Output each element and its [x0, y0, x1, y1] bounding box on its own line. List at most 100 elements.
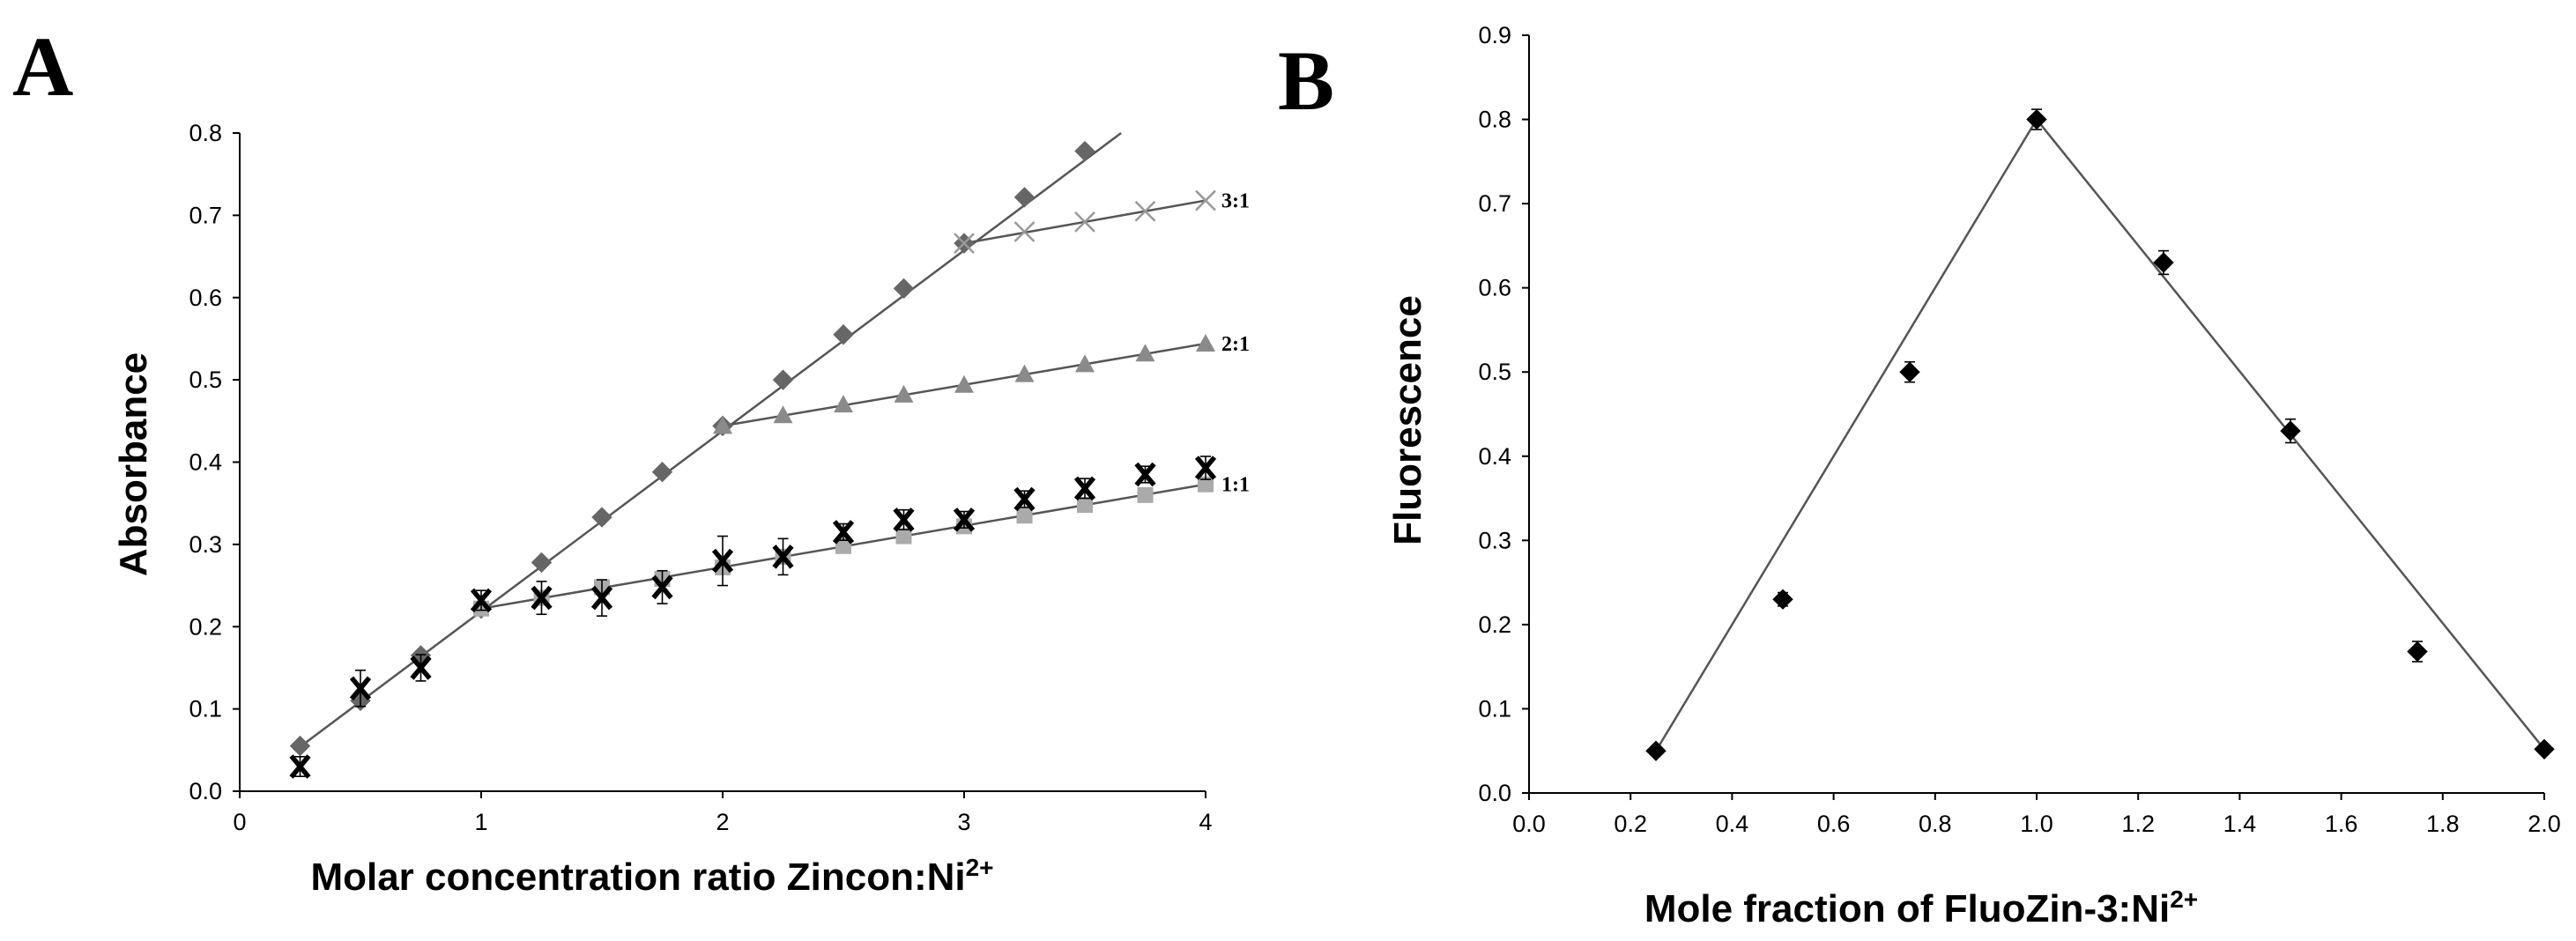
chart-a-point: [470, 588, 493, 613]
chart-b-x-tick-label: 0.8: [1919, 811, 1952, 837]
chart-b-x-axis-title: Mole fraction of FluoZin-3:Ni2+: [1644, 885, 2198, 930]
chart-b-x-tick-label: 0.6: [1817, 811, 1851, 837]
chart-a-y-tick-label: 0.6: [189, 285, 222, 311]
chart-a-marks: [289, 140, 1217, 779]
chart-a-point: [832, 520, 855, 545]
chart-a-axes: 0.0 0.1 0.2 0.3 0.4 0.5 0.6 0.7 0.8 0 1 2 3 4: [189, 120, 1212, 835]
chart-a-y-tick-label: 0.1: [189, 696, 222, 722]
chart-b-point: [2026, 108, 2047, 130]
chart-b-point: [1645, 740, 1667, 761]
chart-a-series-label: 3:1: [1221, 190, 1250, 213]
chart-b-point: [2280, 420, 2301, 441]
chart-a-x-tick-label: 1: [474, 809, 487, 835]
chart-b-y-tick-label: 0.6: [1478, 275, 1511, 301]
chart-b-marks: [1645, 108, 2555, 761]
chart-b-x-tick-label: 1.8: [2426, 811, 2460, 837]
chart-a-y-axis-title: Absorbance: [112, 352, 155, 576]
chart-a-point: [1013, 187, 1036, 208]
chart-a-point: [651, 461, 673, 483]
chart-a-point: [711, 548, 734, 574]
panel-letter-b: B: [1278, 33, 1334, 128]
chart-a-point: [954, 374, 974, 393]
chart-a-point: [289, 754, 311, 779]
chart-a-point: [835, 537, 851, 554]
chart-b-x-tick-label: 1.6: [2325, 811, 2358, 837]
chart-a-point: [893, 278, 915, 300]
chart-a: A 0.0 0.1 0.2 0.3 0.4 0.5 0.6 0.7 0.8 0 1 2 3 4 3:1 2:…: [12, 19, 1250, 899]
chart-b-y-tick-label: 0.1: [1478, 695, 1511, 722]
chart-a-point: [1074, 211, 1095, 233]
chart-a-point: [895, 528, 912, 545]
chart-a-point: [953, 508, 976, 532]
chart-a-point: [1137, 486, 1154, 503]
chart-a-point: [1198, 476, 1214, 493]
chart-a-point: [893, 508, 915, 532]
chart-b-fit-line: [1654, 118, 2038, 752]
chart-a-point: [833, 324, 854, 345]
chart-a-series-label: 2:1: [1221, 333, 1250, 356]
chart-b-y-tick-label: 0.5: [1478, 359, 1511, 385]
chart-a-point: [1075, 354, 1095, 373]
chart-a-point: [1134, 200, 1156, 222]
chart-a-point: [1134, 462, 1156, 487]
chart-a-point: [1073, 476, 1096, 501]
chart-b-x-tick-label: 0.4: [1716, 811, 1749, 837]
chart-a-y-tick-label: 0.0: [189, 778, 222, 804]
chart-a-point: [1077, 497, 1093, 514]
chart-b-axes: 0.0 0.1 0.2 0.3 0.4 0.5 0.6 0.7 0.8 0.9 0.0 0.2 0.4 0…: [1478, 22, 2560, 837]
chart-a-point: [289, 735, 311, 757]
chart-b-x-tick-label: 1.4: [2223, 811, 2257, 837]
chart-a-point: [1196, 334, 1215, 352]
chart-a-point: [772, 545, 794, 569]
chart-a-y-tick-label: 0.3: [189, 531, 222, 558]
chart-a-point: [772, 369, 794, 390]
chart-a-y-tick-label: 0.5: [189, 367, 222, 393]
chart-a-point: [1074, 140, 1095, 162]
chart-a-y-tick-label: 0.7: [189, 202, 222, 228]
chart-b-x-tick-label: 1.0: [2020, 811, 2053, 837]
chart-a-point: [1013, 486, 1036, 512]
chart-a-point: [773, 405, 793, 424]
chart-b-point: [1899, 361, 1920, 382]
chart-a-point: [531, 552, 553, 574]
chart-a-x-tick-label: 3: [957, 809, 970, 835]
chart-b-point: [2407, 641, 2428, 663]
chart-b-y-tick-label: 0.0: [1478, 780, 1511, 806]
chart-b-x-tick-label: 0.2: [1614, 811, 1647, 837]
chart-b-y-tick-label: 0.2: [1478, 611, 1511, 638]
chart-a-point: [1016, 508, 1033, 524]
chart-a-point: [1135, 344, 1155, 362]
chart-a-point: [590, 585, 613, 611]
chart-a-fit-line: [299, 131, 1122, 748]
chart-a-series-labels: 3:1 2:1 1:1: [1221, 190, 1250, 497]
chart-b-point: [2153, 252, 2174, 273]
chart-a-y-tick-label: 0.2: [189, 613, 222, 640]
chart-b-y-tick-label: 0.8: [1478, 107, 1511, 133]
chart-a-point: [1194, 456, 1217, 480]
chart-a-point: [349, 676, 372, 701]
chart-b-y-tick-label: 0.3: [1478, 527, 1511, 553]
chart-b-y-axis-title: Fluorescence: [1386, 295, 1429, 545]
chart-a-y-tick-label: 0.4: [189, 449, 222, 476]
chart-a-point: [954, 233, 975, 255]
chart-a-point: [1195, 189, 1216, 211]
chart-a-point: [410, 656, 432, 680]
chart-a-series-label: 1:1: [1221, 474, 1250, 497]
chart-b-point: [1772, 589, 1793, 610]
chart-b-point: [2534, 738, 2555, 760]
chart-a-point: [1013, 221, 1036, 242]
chart-a-point: [834, 395, 853, 413]
chart-a-x-tick-label: 2: [716, 809, 729, 835]
chart-b-y-tick-label: 0.4: [1478, 443, 1511, 470]
chart-b-x-tick-label: 0.0: [1512, 811, 1546, 837]
chart-a-x-axis-title: Molar concentration ratio Zincon:Ni2+: [310, 854, 993, 899]
chart-a-point: [713, 416, 732, 434]
chart-a-point: [531, 585, 553, 611]
chart-a-point: [591, 507, 612, 528]
chart-a-x-tick-label: 4: [1199, 809, 1212, 835]
chart-a-point: [1014, 364, 1035, 382]
chart-b-x-tick-label: 2.0: [2528, 811, 2561, 837]
chart-a-y-tick-label: 0.8: [189, 120, 222, 146]
chart-a-point: [651, 574, 673, 600]
